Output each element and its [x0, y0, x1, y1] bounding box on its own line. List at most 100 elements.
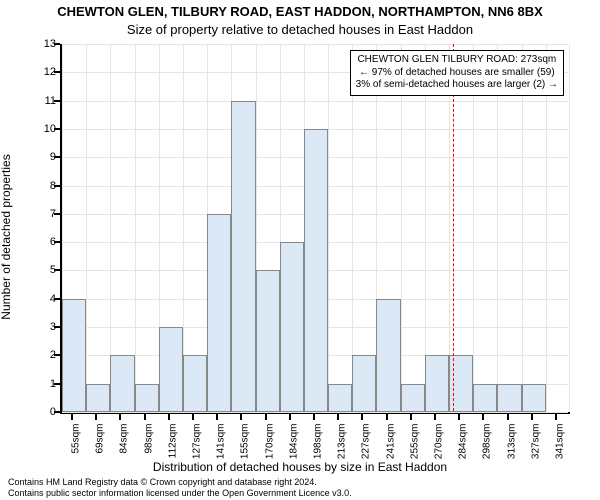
y-axis-label: Number of detached properties [0, 154, 13, 319]
x-tick-mark [192, 414, 194, 420]
x-tick-mark [119, 414, 121, 420]
footer-line-2: Contains public sector information licen… [8, 488, 352, 498]
x-tick-label: 170sqm [264, 424, 275, 484]
x-tick-label: 127sqm [192, 424, 203, 484]
y-tick-mark [54, 128, 60, 130]
y-tick-label: 7 [26, 208, 56, 220]
x-tick-mark [434, 414, 436, 420]
y-tick-label: 3 [26, 321, 56, 333]
histogram-bar [328, 384, 352, 412]
grid-line-v [401, 44, 402, 411]
histogram-bar [352, 355, 376, 412]
histogram-bar [86, 384, 110, 412]
histogram-bar [256, 270, 280, 412]
y-tick-label: 1 [26, 378, 56, 390]
histogram-bar [207, 214, 231, 412]
y-tick-label: 5 [26, 264, 56, 276]
x-tick-label: 284sqm [458, 424, 469, 484]
x-tick-label: 213sqm [337, 424, 348, 484]
chart-root: { "title_line1": "CHEWTON GLEN, TILBURY … [0, 0, 600, 500]
y-tick-label: 11 [26, 95, 56, 107]
grid-line-h [62, 412, 568, 413]
histogram-bar [110, 355, 134, 412]
x-tick-label: 255sqm [409, 424, 420, 484]
x-tick-mark [555, 414, 557, 420]
grid-line-v [473, 44, 474, 411]
reference-line [453, 44, 454, 411]
histogram-bar [522, 384, 546, 412]
y-tick-mark [54, 71, 60, 73]
x-tick-label: 55sqm [71, 424, 82, 484]
y-tick-mark [54, 354, 60, 356]
x-tick-mark [386, 414, 388, 420]
annotation-line-1: CHEWTON GLEN TILBURY ROAD: 273sqm [356, 54, 558, 67]
y-tick-mark [54, 241, 60, 243]
y-tick-label: 2 [26, 349, 56, 361]
histogram-bar [425, 355, 449, 412]
y-tick-label: 13 [26, 38, 56, 50]
plot-area: CHEWTON GLEN TILBURY ROAD: 273sqm ← 97% … [60, 44, 570, 414]
grid-line-v [328, 44, 329, 411]
histogram-bar [497, 384, 521, 412]
y-tick-mark [54, 411, 60, 413]
annotation-line-3: 3% of semi-detached houses are larger (2… [356, 79, 558, 92]
x-tick-label: 241sqm [385, 424, 396, 484]
x-tick-mark [144, 414, 146, 420]
y-tick-label: 0 [26, 406, 56, 418]
grid-line-h [62, 44, 568, 45]
x-tick-mark [337, 414, 339, 420]
x-tick-label: 298sqm [482, 424, 493, 484]
histogram-bar [159, 327, 183, 412]
y-tick-label: 9 [26, 151, 56, 163]
x-tick-label: 327sqm [530, 424, 541, 484]
x-tick-label: 341sqm [554, 424, 565, 484]
x-tick-mark [240, 414, 242, 420]
chart-title-line1: CHEWTON GLEN, TILBURY ROAD, EAST HADDON,… [0, 4, 600, 19]
x-tick-label: 112sqm [167, 424, 178, 484]
x-tick-label: 69sqm [95, 424, 106, 484]
grid-line-v [497, 44, 498, 411]
histogram-bar [62, 299, 86, 412]
y-tick-label: 10 [26, 123, 56, 135]
x-tick-label: 227sqm [361, 424, 372, 484]
annotation-box: CHEWTON GLEN TILBURY ROAD: 273sqm ← 97% … [350, 50, 564, 96]
histogram-bar [376, 299, 400, 412]
grid-line-v [522, 44, 523, 411]
x-tick-label: 84sqm [119, 424, 130, 484]
annotation-line-2: ← 97% of detached houses are smaller (59… [356, 67, 558, 80]
histogram-bar [401, 384, 425, 412]
grid-line-h [62, 101, 568, 102]
y-tick-mark [54, 213, 60, 215]
grid-line-v [86, 44, 87, 411]
x-tick-mark [531, 414, 533, 420]
y-tick-mark [54, 269, 60, 271]
x-tick-mark [95, 414, 97, 420]
footer: Contains HM Land Registry data © Crown c… [8, 477, 352, 498]
chart-title-line2: Size of property relative to detached ho… [0, 22, 600, 37]
x-tick-label: 141sqm [216, 424, 227, 484]
y-tick-label: 6 [26, 236, 56, 248]
y-tick-mark [54, 100, 60, 102]
y-tick-mark [54, 43, 60, 45]
x-tick-label: 270sqm [433, 424, 444, 484]
footer-line-1: Contains HM Land Registry data © Crown c… [8, 477, 352, 487]
x-tick-label: 198sqm [313, 424, 324, 484]
y-tick-label: 8 [26, 180, 56, 192]
x-tick-mark [507, 414, 509, 420]
grid-line-v [569, 44, 570, 411]
y-tick-label: 12 [26, 66, 56, 78]
y-tick-mark [54, 156, 60, 158]
x-tick-mark [168, 414, 170, 420]
histogram-bar [304, 129, 328, 412]
y-tick-label: 4 [26, 293, 56, 305]
histogram-bar [280, 242, 304, 412]
grid-line-v [135, 44, 136, 411]
histogram-bar [135, 384, 159, 412]
x-tick-mark [458, 414, 460, 420]
x-tick-mark [482, 414, 484, 420]
x-tick-label: 184sqm [288, 424, 299, 484]
x-tick-mark [313, 414, 315, 420]
x-tick-mark [71, 414, 73, 420]
x-tick-label: 155sqm [240, 424, 251, 484]
x-tick-label: 313sqm [506, 424, 517, 484]
